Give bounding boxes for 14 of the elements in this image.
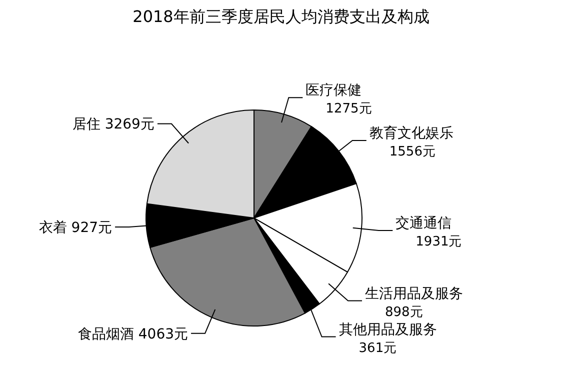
- slice-label: 交通通信: [396, 215, 452, 232]
- slice-label: 食品烟酒 4063元: [78, 326, 188, 342]
- chart-title: 2018年前三季度居民人均消费支出及构成: [132, 7, 430, 26]
- slice-label: 教育文化娱乐: [369, 124, 454, 142]
- slice-label: 居住 3269元: [72, 116, 154, 133]
- slice-label: 医疗保健: [306, 82, 362, 99]
- data-label: 361元: [358, 340, 397, 356]
- slice-label: 生活用品及服务: [365, 286, 464, 302]
- slice-label: 衣着 927元: [38, 220, 112, 236]
- data-label: 1275元: [326, 102, 372, 117]
- data-label: 898元: [385, 304, 423, 320]
- data-label: 1556元: [389, 144, 436, 160]
- data-label: 1931元: [416, 234, 462, 250]
- slice-label: 其他用品及服务: [338, 322, 437, 338]
